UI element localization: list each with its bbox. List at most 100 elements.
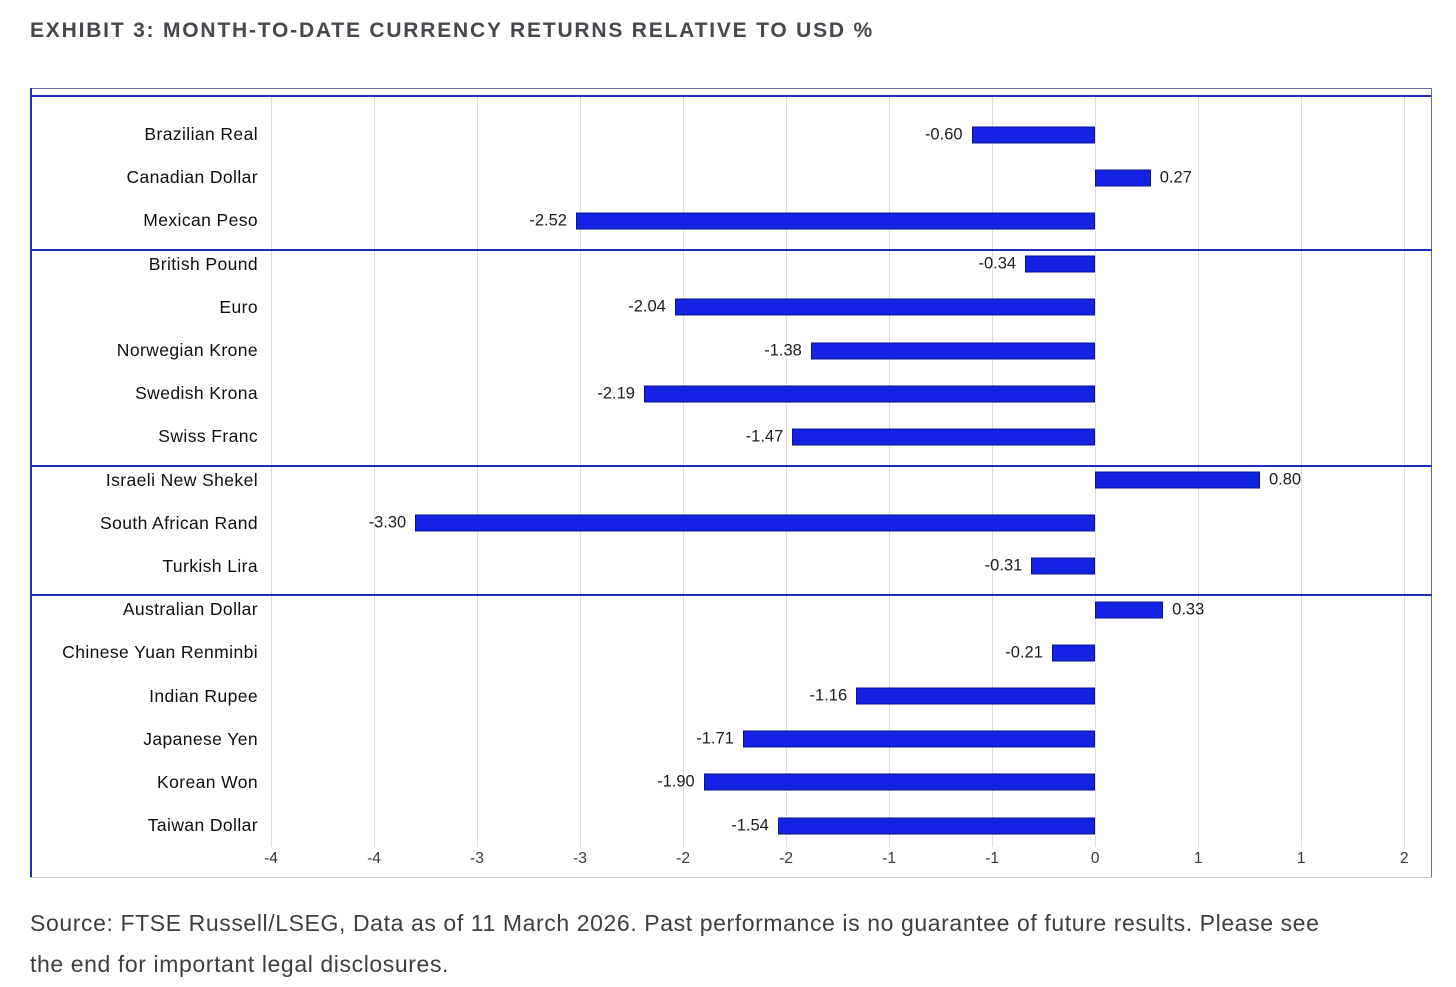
value-bar — [703, 773, 1096, 791]
group-divider — [30, 248, 1432, 251]
chart-row: Turkish Lira -0.31 — [32, 545, 1431, 588]
x-tick-label: -2 — [676, 850, 690, 867]
chart-row: Indian Rupee -1.16 — [32, 674, 1431, 717]
value-bar — [856, 687, 1096, 705]
value-label: -0.34 — [978, 254, 1017, 273]
chart-row: Japanese Yen -1.71 — [32, 718, 1431, 761]
chart-row: Euro -2.04 — [32, 286, 1431, 329]
currency-label: South African Rand — [100, 512, 258, 533]
chart-row: South African Rand -3.30 — [32, 502, 1431, 545]
chart-row: Korean Won -1.90 — [32, 761, 1431, 804]
exhibit-title: EXHIBIT 3: MONTH-TO-DATE CURRENCY RETURN… — [30, 19, 874, 42]
x-tick-label: 1 — [1296, 850, 1306, 867]
value-label: -1.90 — [657, 772, 695, 791]
chart-row: Taiwan Dollar -1.54 — [32, 804, 1431, 847]
value-label: 0.33 — [1172, 600, 1205, 619]
x-tick-label: -4 — [264, 850, 278, 867]
x-tick-label: -1 — [882, 850, 897, 867]
row-plot-area: -2.19 — [271, 372, 1431, 415]
value-bar — [1095, 601, 1164, 619]
value-label: -1.71 — [696, 729, 734, 748]
value-bar — [575, 212, 1096, 230]
value-bar — [1031, 557, 1096, 575]
gridline — [683, 97, 685, 847]
row-plot-area: -1.90 — [271, 761, 1431, 804]
value-bar — [742, 730, 1096, 748]
value-bar — [1051, 644, 1096, 662]
row-plot-area: -2.52 — [271, 199, 1431, 242]
group-divider — [30, 594, 1432, 597]
value-label: -2.19 — [597, 384, 635, 403]
row-plot-area: -1.71 — [271, 718, 1431, 761]
chart-right-border — [1431, 88, 1432, 878]
currency-returns-chart: Brazilian Real -0.60 Canadian Dollar 0.27 Me… — [30, 88, 1432, 878]
row-plot-area: -2.04 — [271, 286, 1431, 329]
value-label: -0.21 — [1005, 643, 1043, 662]
currency-label: British Pound — [148, 253, 258, 274]
row-plot-area: 0.80 — [271, 459, 1431, 502]
currency-label: Korean Won — [157, 771, 258, 792]
bar-rows: Brazilian Real -0.60 Canadian Dollar 0.27 Me… — [32, 113, 1431, 847]
chart-row: British Pound -0.34 — [32, 243, 1431, 286]
x-tick-label: -2 — [779, 850, 793, 867]
x-tick-label: 0 — [1090, 850, 1100, 867]
currency-label: Norwegian Krone — [116, 340, 258, 361]
value-bar — [777, 817, 1096, 835]
value-label: -3.30 — [368, 513, 407, 532]
value-label: -2.04 — [628, 297, 666, 316]
value-bar — [810, 342, 1096, 360]
value-label: -1.47 — [745, 427, 784, 446]
row-plot-area: -1.16 — [271, 674, 1431, 717]
value-bar — [643, 385, 1096, 403]
currency-label: Swiss Franc — [158, 426, 258, 447]
value-bar — [792, 428, 1096, 446]
row-plot-area: -1.47 — [271, 415, 1431, 458]
currency-label: Israeli New Shekel — [105, 469, 258, 490]
value-bar — [1025, 255, 1096, 273]
x-axis-line — [30, 877, 1432, 878]
currency-label: Indian Rupee — [149, 685, 258, 706]
value-label: -1.54 — [731, 816, 769, 835]
currency-label: Swedish Krona — [135, 383, 258, 404]
currency-label: Chinese Yuan Renminbi — [62, 642, 258, 663]
x-tick-label: -3 — [470, 850, 484, 867]
row-plot-area: 0.27 — [271, 156, 1431, 199]
x-tick-label: -1 — [985, 850, 1000, 867]
plot-top-border — [30, 95, 1432, 97]
gridline — [271, 97, 272, 847]
chart-row: Chinese Yuan Renminbi -0.21 — [32, 631, 1431, 674]
currency-label: Brazilian Real — [144, 124, 258, 145]
gridline — [889, 97, 891, 847]
row-plot-area: -3.30 — [271, 502, 1431, 545]
x-tick-label: 1 — [1193, 850, 1203, 867]
chart-outer-top-border — [30, 88, 1432, 89]
x-tick-label: -3 — [573, 850, 587, 867]
currency-label: Mexican Peso — [143, 210, 258, 231]
chart-row: Swedish Krona -2.19 — [32, 372, 1431, 415]
row-plot-area: -0.21 — [271, 631, 1431, 674]
gridline — [374, 97, 376, 847]
gridline — [477, 97, 479, 847]
x-tick-label: 2 — [1399, 850, 1409, 867]
gridline — [992, 97, 994, 847]
source-note-line: Source: FTSE Russell/LSEG, Data as of 11… — [30, 910, 1320, 936]
row-plot-area: -1.38 — [271, 329, 1431, 372]
value-label: 0.80 — [1268, 470, 1302, 489]
gridline — [1404, 97, 1406, 847]
x-axis-ticks: -4 -4 -3 -3 -2 -2 -1 -1 0 1 1 2 — [264, 848, 1431, 874]
value-bar — [1095, 169, 1151, 187]
source-note-line: the end for important legal disclosures. — [30, 951, 450, 977]
chart-row: Mexican Peso -2.52 — [32, 199, 1431, 242]
currency-label: Australian Dollar — [122, 599, 258, 620]
currency-label: Turkish Lira — [162, 555, 258, 576]
x-tick-label: -4 — [367, 850, 381, 867]
chart-row: Israeli New Shekel 0.80 — [32, 459, 1431, 502]
gridline — [1301, 97, 1303, 847]
value-label: -1.38 — [764, 341, 802, 360]
value-bar — [971, 126, 1096, 144]
value-bar — [415, 514, 1096, 532]
chart-row: Swiss Franc -1.47 — [32, 415, 1431, 458]
row-plot-area: 0.33 — [271, 588, 1431, 631]
row-plot-area: -1.54 — [271, 804, 1431, 847]
